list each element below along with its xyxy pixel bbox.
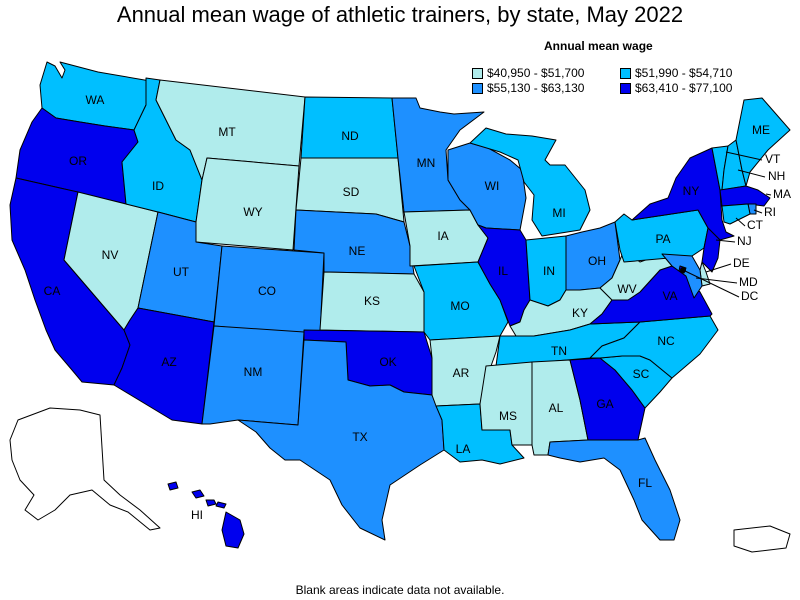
label-PA: PA <box>655 232 670 246</box>
state-CT[interactable] <box>721 203 751 225</box>
label-HI: HI <box>191 508 203 522</box>
state-MI[interactable] <box>469 127 591 237</box>
state-MT[interactable] <box>155 79 306 181</box>
legend-label-4: $63,410 - $77,100 <box>635 81 733 95</box>
legend-title: Annual mean wage <box>544 39 653 53</box>
state-AK[interactable] <box>9 407 161 531</box>
footnote: Blank areas indicate data not available. <box>295 583 505 597</box>
legend-swatch-1 <box>472 67 483 79</box>
state-ND[interactable] <box>300 96 399 159</box>
label-AZ: AZ <box>161 355 176 369</box>
label-MS: MS <box>499 409 517 423</box>
state-ME[interactable] <box>735 97 791 187</box>
label-WA: WA <box>86 93 105 107</box>
label-ND: ND <box>341 129 359 143</box>
state-TX[interactable] <box>237 339 445 541</box>
label-KS: KS <box>364 294 380 308</box>
leader-lines <box>682 151 772 298</box>
label-TN: TN <box>551 344 567 358</box>
state-HI[interactable] <box>167 481 245 549</box>
label-MO: MO <box>450 299 469 313</box>
state-FL[interactable] <box>547 437 681 541</box>
legend-item-2: $51,990 - $54,710 <box>620 66 732 80</box>
label-SD: SD <box>343 185 360 199</box>
label-KY: KY <box>572 306 588 320</box>
label-ID: ID <box>152 179 164 193</box>
label-OK: OK <box>379 355 396 369</box>
label-MN: MN <box>417 156 436 170</box>
label-CT: CT <box>747 218 764 232</box>
legend-swatch-3 <box>472 82 483 94</box>
label-UT: UT <box>173 265 190 279</box>
state-PR[interactable] <box>733 525 791 553</box>
label-FL: FL <box>638 476 652 490</box>
label-WY: WY <box>243 205 262 219</box>
label-SC: SC <box>633 367 650 381</box>
label-CO: CO <box>258 284 276 298</box>
label-NM: NM <box>244 365 263 379</box>
label-VT: VT <box>765 152 781 166</box>
label-MT: MT <box>218 125 236 139</box>
label-TX: TX <box>352 430 367 444</box>
legend-swatch-4 <box>620 82 631 94</box>
label-NV: NV <box>102 248 119 262</box>
label-IL: IL <box>498 264 508 278</box>
legend-swatch-2 <box>620 67 631 79</box>
state-NC[interactable] <box>589 315 719 379</box>
label-IA: IA <box>437 229 448 243</box>
label-AL: AL <box>549 401 564 415</box>
label-CA: CA <box>44 284 61 298</box>
label-AR: AR <box>453 366 470 380</box>
label-IN: IN <box>543 264 555 278</box>
legend-label-1: $40,950 - $51,700 <box>487 66 585 80</box>
label-WI: WI <box>485 179 500 193</box>
label-DC: DC <box>741 289 759 303</box>
legend-label-3: $55,130 - $63,130 <box>487 81 585 95</box>
label-ME: ME <box>752 123 770 137</box>
label-GA: GA <box>596 397 613 411</box>
label-MI: MI <box>552 206 565 220</box>
label-RI: RI <box>764 205 776 219</box>
label-OR: OR <box>69 154 87 168</box>
label-MD: MD <box>739 275 758 289</box>
label-NJ: NJ <box>737 234 752 248</box>
label-NC: NC <box>657 334 675 348</box>
label-WV: WV <box>617 282 636 296</box>
label-VA: VA <box>662 289 677 303</box>
label-NE: NE <box>349 244 366 258</box>
legend-item-1: $40,950 - $51,700 <box>472 66 584 80</box>
dc-marker <box>680 267 686 273</box>
state-MA[interactable] <box>719 185 771 207</box>
label-LA: LA <box>456 442 471 456</box>
state-MD[interactable] <box>661 253 703 299</box>
label-DE: DE <box>733 256 750 270</box>
label-NY: NY <box>683 184 700 198</box>
legend-label-2: $51,990 - $54,710 <box>635 66 733 80</box>
legend-item-4: $63,410 - $77,100 <box>620 81 732 95</box>
state-DE[interactable] <box>699 261 711 287</box>
map-title: Annual mean wage of athletic trainers, b… <box>116 2 684 27</box>
legend-item-3: $55,130 - $63,130 <box>472 81 584 95</box>
state-WY[interactable] <box>195 157 300 251</box>
label-NH: NH <box>768 169 785 183</box>
label-MA: MA <box>773 187 791 201</box>
label-OH: OH <box>588 254 606 268</box>
